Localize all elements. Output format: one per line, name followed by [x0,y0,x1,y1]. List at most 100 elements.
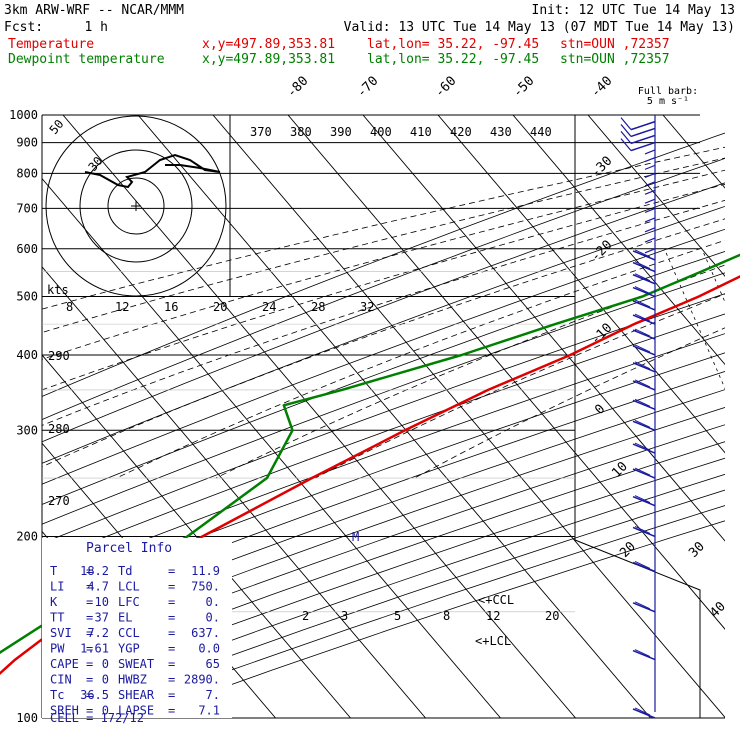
isotherm [587,115,725,277]
theta-label-380: 380 [290,125,312,139]
wind-barb [632,300,656,311]
wind-barb [630,120,656,131]
parcel-key-CAPE: CAPE [50,657,79,671]
parcel-cell: CELL = 172/12 [50,711,144,725]
hodo-ring [45,115,227,297]
parcel-value-LFC: 0. [206,595,220,609]
wind-barb [630,141,656,152]
temp-label--70: -70 [354,74,381,101]
speed-axis-label-16: 16 [164,300,178,314]
parcel-key-PW: PW [50,642,65,656]
wind-barb [644,164,656,170]
isotherm [137,115,651,718]
wind-barb [634,560,651,569]
wind-barb [632,399,656,411]
isotherm [42,177,501,718]
pressure-label-100: 100 [16,711,38,725]
parcel-key-TT: TT [50,611,64,625]
parcel-key-SWEAT: SWEAT [118,657,154,671]
wind-barb [644,189,656,195]
frame-right-lower [574,539,701,718]
wind-barb [634,313,651,322]
dry-adiabat [42,457,725,696]
parcel-eq: = [168,595,175,609]
isotherm [437,115,725,454]
parcel-eq: = [86,580,93,594]
mixing-ratio-label-3: 3 [341,609,348,623]
wind-barb [634,286,651,294]
moist-adiabat [42,218,725,468]
wind-barb [632,468,656,479]
parcel-eq: = [168,657,175,671]
wind-barb [634,379,651,388]
wind-barb [620,124,632,137]
parcel-key-LFC: LFC [118,595,140,609]
wind-barb [644,207,656,213]
fcst-label: Fcst: [4,20,43,35]
speed-axis-label-8: 8 [66,300,73,314]
parcel-key-LI: LI [50,580,64,594]
isotherm [362,115,725,542]
dewp-legend-stn: stn=OUN ,72357 [560,52,670,67]
temp-legend-xy: x,y=497.89,353.81 [202,37,335,52]
wind-barb [644,172,656,178]
wind-barb [620,138,632,151]
fcst-value: 1 h [85,20,108,35]
theta-low-label-270: 270 [48,494,70,508]
wind-barb [634,361,651,370]
parcel-key-LCL: LCL [118,580,140,594]
wind-barb [634,249,651,258]
pressure-label-400: 400 [16,348,38,362]
init-time: Init: 12 UTC Tue 14 May 13 [532,3,736,18]
wind-barb [634,526,651,534]
wind-barb [634,299,651,308]
barb-legend-2: 5 m s⁻¹ [647,96,689,107]
wind-barb [634,273,651,282]
hodo-ring [79,149,193,263]
hodo-speed-label: kts [47,283,69,297]
theta-label-410: 410 [410,125,432,139]
wind-barb [644,227,656,233]
parcel-value-YGP: 0.0 [198,642,220,656]
moist-adiabat [116,239,725,479]
wind-barb [632,329,656,340]
parcel-key-SREH: SREH [50,704,79,718]
hodo-ring-label-50: 50 [47,117,67,137]
parcel-eq: = [86,673,93,687]
hodo-ring [107,177,165,235]
parcel-value-LCL: 750. [191,580,220,594]
moist-adiabat [215,264,725,479]
wind-barb [634,344,651,353]
wind-barb [630,134,656,145]
pressure-label-800: 800 [16,166,38,180]
hodo-ring-label-30: 30 [86,154,106,174]
pressure-label-200: 200 [16,529,38,543]
wind-barb [634,495,651,504]
speed-axis-label-12: 12 [115,300,129,314]
speed-axis-label-20: 20 [213,300,227,314]
parcel-key-Tc: Tc [50,688,64,702]
wind-barb [634,467,651,476]
theta-label-420: 420 [450,125,472,139]
temp-label--50: -50 [510,74,537,101]
pressure-label-1000: 1000 [9,108,38,122]
valid-time: Valid: 13 UTC Tue 14 May 13 (07 MDT Tue … [344,20,735,35]
parcel-value-Td: 11.9 [191,564,220,578]
temp-label--40: -40 [588,74,615,101]
dewp-legend-name: Dewpoint temperature [8,52,165,67]
parcel-value-SVI: 7.2 [87,626,109,640]
parcel-value-CIN: 0 [102,673,109,687]
parcel-eq: = [168,626,175,640]
parcel-info-title: Parcel Info [86,541,172,556]
speed-axis-label-32: 32 [360,300,374,314]
theta-label-370: 370 [250,125,272,139]
pressure-label-700: 700 [16,201,38,215]
pressure-label-300: 300 [16,423,38,437]
isotherm [512,115,725,366]
parcel-eq: = [86,657,93,671]
mixing-ratio-label-2: 2 [302,609,309,623]
moist-adiabat [42,183,725,391]
wind-barb [634,601,651,610]
pressure-label-900: 900 [16,136,38,150]
